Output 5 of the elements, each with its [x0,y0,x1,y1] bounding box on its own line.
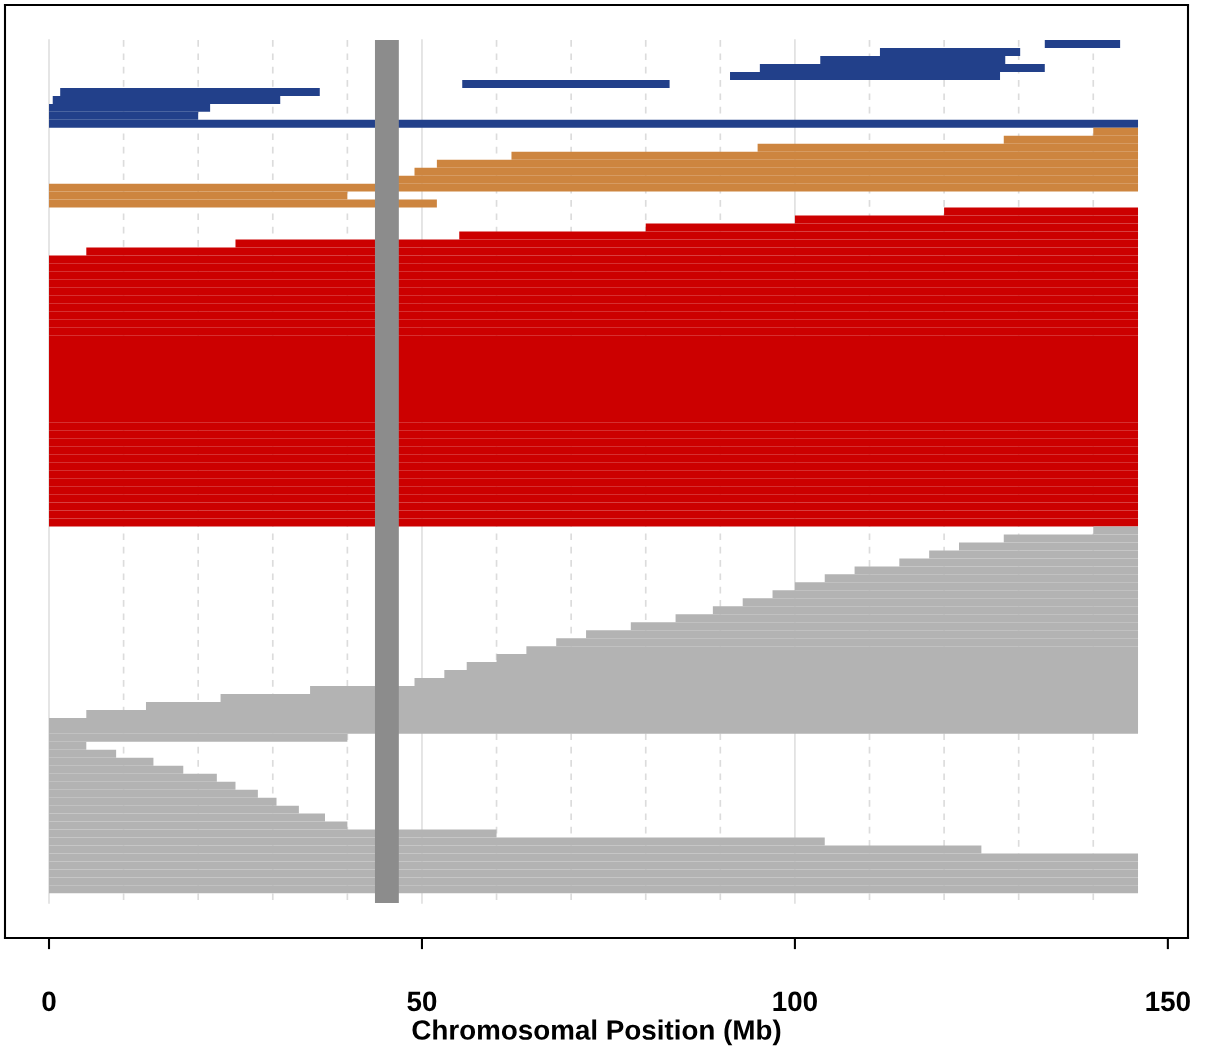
x-tick-label: 0 [42,991,56,1012]
x-tick-label: 100 [773,991,817,1012]
x-tick-label: 50 [407,991,437,1012]
x-tick-label: 150 [1146,991,1190,1012]
x-axis-title: Chromosomal Position (Mb) [412,1019,781,1046]
